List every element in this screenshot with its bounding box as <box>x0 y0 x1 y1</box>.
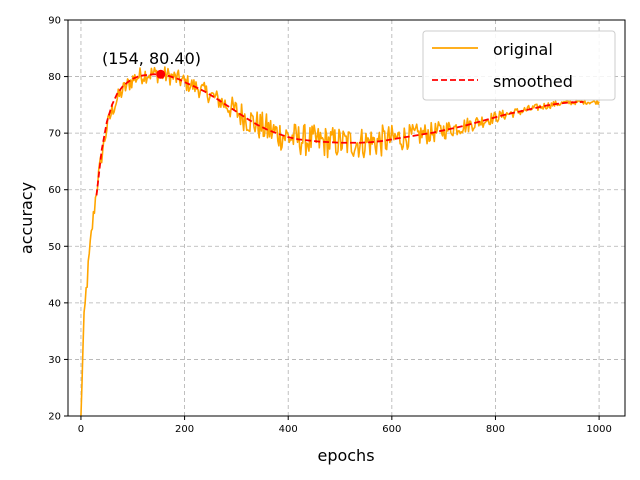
peak-marker <box>156 69 166 79</box>
x-axis-label: epochs <box>317 446 374 465</box>
x-tick-label: 600 <box>382 424 401 435</box>
y-tick-label: 80 <box>48 72 61 83</box>
x-tick-label: 200 <box>175 424 194 435</box>
x-tick-label: 800 <box>486 424 505 435</box>
x-axis-ticks: 0 200 400 600 800 1000 <box>78 416 612 435</box>
x-tick-label: 0 <box>78 424 84 435</box>
legend-label-smoothed: smoothed <box>493 72 573 91</box>
peak-annotation-text: (154, 80.40) <box>102 49 201 68</box>
legend: original smoothed <box>422 30 616 101</box>
series-smoothed-line <box>95 73 584 196</box>
y-tick-label: 40 <box>48 298 61 309</box>
y-tick-label: 30 <box>48 355 61 366</box>
annotation-layer <box>156 69 166 79</box>
y-axis-ticks: 20 30 40 50 60 70 80 90 <box>48 16 68 423</box>
y-axis-label: accuracy <box>17 182 36 254</box>
series-original-line <box>80 66 600 417</box>
y-tick-label: 60 <box>48 185 61 196</box>
x-tick-label: 1000 <box>586 424 611 435</box>
y-tick-label: 50 <box>48 242 61 253</box>
legend-label-original: original <box>493 40 553 59</box>
x-tick-label: 400 <box>279 424 298 435</box>
series-layer <box>80 66 600 417</box>
y-tick-label: 90 <box>48 16 61 27</box>
y-tick-label: 70 <box>48 129 61 140</box>
plot-frame <box>67 19 626 417</box>
y-tick-label: 20 <box>48 412 61 423</box>
